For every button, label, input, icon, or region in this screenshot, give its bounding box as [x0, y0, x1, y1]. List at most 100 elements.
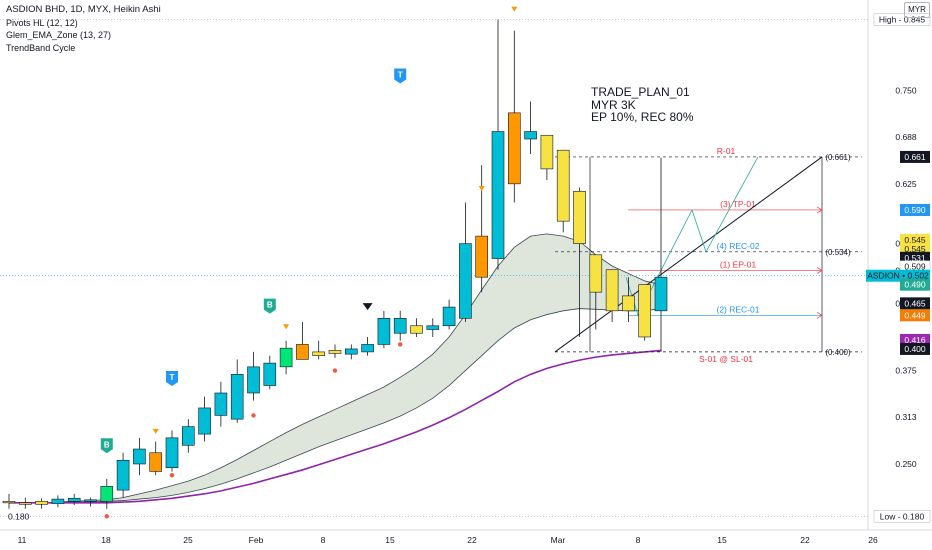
level-label: (1) EP-01 [720, 259, 757, 269]
candle-body [312, 351, 326, 356]
price-tag-box [900, 278, 930, 291]
y-tick-label: 0.625 [895, 179, 917, 189]
candle-body [393, 317, 407, 334]
candle-body [622, 295, 635, 312]
signal-marker-label: B [104, 440, 110, 449]
trendband-line [9, 349, 662, 504]
x-tick-label: 18 [101, 535, 111, 545]
candle-body [654, 276, 668, 312]
candle [198, 396, 211, 442]
candle [361, 336, 374, 356]
currency-button[interactable]: MYR [904, 2, 930, 18]
x-tick-label: 8 [636, 535, 641, 545]
price-tag: Low - 0.180 [873, 510, 931, 523]
candle-body [556, 149, 570, 222]
indicator-trendband[interactable]: TrendBand Cycle [6, 42, 76, 53]
y-tick-label: 0.375 [895, 366, 917, 376]
signal-marker: T [394, 68, 407, 84]
candle-body [589, 254, 603, 293]
x-tick-label: 26 [868, 535, 878, 545]
signal-marker-label: T [170, 373, 175, 382]
price-tag-box [900, 203, 930, 216]
candle-body [165, 437, 179, 469]
ema-fast-line [9, 233, 662, 504]
trade-plan-title: TRADE_PLAN_01 [591, 85, 690, 99]
price-tag-text: 0.509 [904, 262, 926, 272]
candle [133, 437, 146, 476]
price-tag-text: ASDION • 0.502 [867, 271, 929, 281]
candle-body [410, 325, 423, 334]
candle-body [491, 131, 505, 259]
candle-body [51, 498, 65, 504]
price-tag-text: 0.545 [904, 244, 926, 254]
candle-body [214, 392, 228, 416]
candle [328, 344, 342, 358]
candle [622, 277, 635, 323]
trade-plan-ratio: EP 10%, REC 80% [591, 110, 694, 124]
price-tag-box [900, 309, 930, 322]
indicator-pivots[interactable]: Pivots HL (12, 12) [6, 17, 78, 28]
pivot-low-dot [251, 413, 256, 418]
candle [475, 165, 489, 293]
level-arrow [816, 267, 823, 274]
candle [556, 149, 570, 233]
pivot-high-triangle [152, 428, 159, 434]
candle [182, 419, 195, 453]
candle [279, 340, 293, 375]
price-tag-box [900, 342, 930, 355]
price-tag-text: 0.590 [904, 205, 926, 215]
candle [654, 157, 668, 352]
signal-markers-layer: B T B T [100, 6, 518, 519]
candle-body [279, 347, 293, 368]
candle-body [2, 501, 16, 504]
price-tag: 0.449 [900, 309, 930, 322]
candle [491, 19, 505, 270]
candle [507, 30, 521, 203]
candle [442, 299, 456, 330]
pivot-low-dot [104, 514, 110, 519]
candle [67, 493, 81, 506]
candle [540, 134, 554, 181]
pivot-high-triangle [511, 6, 518, 12]
candle-body [67, 498, 81, 502]
candle [459, 202, 472, 323]
price-tag-text: Low - 0.180 [880, 511, 925, 521]
candle-body [344, 348, 358, 355]
candle [51, 495, 65, 508]
y-tick-label: 0.313 [895, 412, 917, 422]
trade-plan-amount: MYR 3K [591, 97, 636, 112]
signal-marker: B [100, 438, 113, 454]
candle-body [524, 131, 537, 140]
level-value-tag: (0.400) [825, 348, 851, 357]
candle-body [540, 134, 554, 170]
candle-body [296, 344, 309, 360]
candle [312, 340, 326, 360]
ema-slow-line [9, 308, 662, 504]
trade-plan-note: TRADE_PLAN_01 MYR 3K EP 10%, REC 80% [591, 86, 694, 124]
pivot-high-triangle [283, 324, 290, 330]
signal-marker-shape [263, 298, 276, 314]
y-tick-label: 0.688 [895, 132, 917, 142]
candle-body [100, 486, 114, 502]
candle-body [442, 306, 456, 327]
price-tag-box [900, 150, 930, 163]
x-tick-label: 15 [717, 535, 727, 545]
x-tick-label: 15 [385, 535, 395, 545]
y-tick-label: 0.750 [895, 85, 917, 95]
candle [230, 359, 244, 423]
signal-marker: T [166, 371, 178, 387]
indicator-ema-zone[interactable]: Glem_EMA_Zone (13, 27) [6, 30, 112, 40]
price-tag-box [873, 13, 931, 26]
trade-levels-layer: R-01 (3) TP-01 (4) REC-02 (1) EP-01 (2) REC-… [0, 19, 868, 517]
candle-body [182, 426, 195, 446]
low-price-label: 0.180 [8, 511, 30, 521]
candles-layer [2, 19, 668, 509]
pivot-low-dot [332, 368, 338, 373]
pivot-low-dot [398, 342, 403, 347]
price-tag-text: 0.400 [904, 344, 926, 354]
candle-body [18, 502, 32, 505]
level-value-tag: (0.661) [825, 153, 851, 162]
level-arrow [816, 312, 823, 319]
price-tag-text: 0.531 [904, 253, 926, 263]
